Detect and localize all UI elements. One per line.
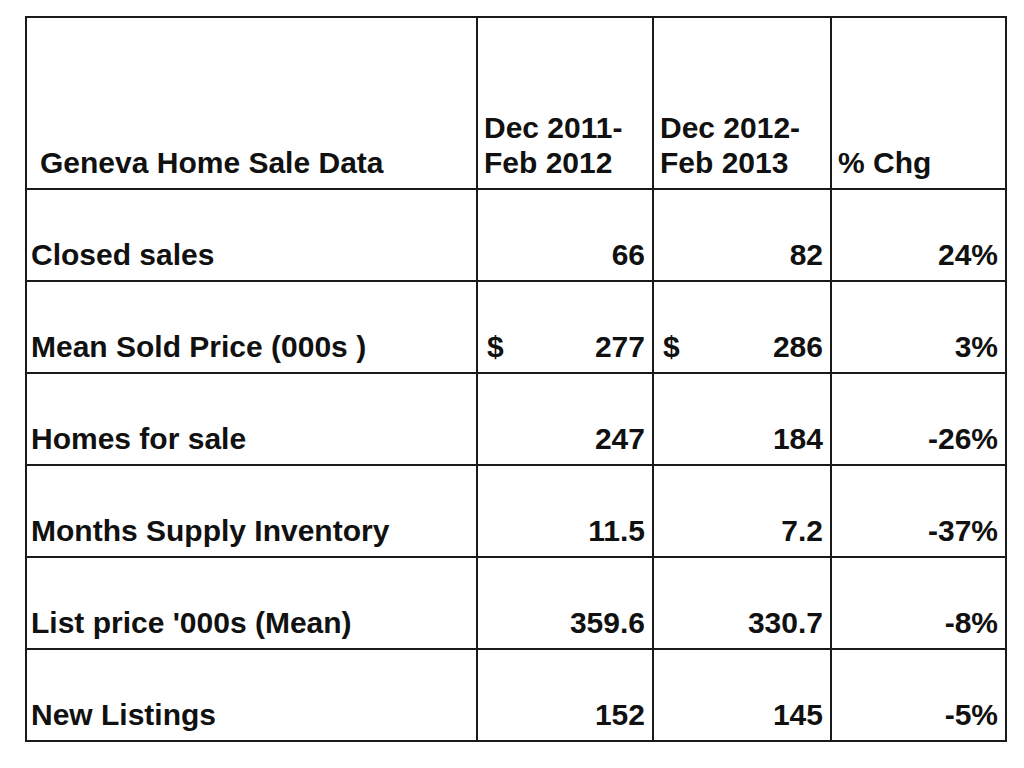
currency-symbol: $ — [663, 330, 680, 365]
table-row-homes-for-sale: Homes for sale 247 184 -26% — [26, 373, 1006, 465]
value-cell-period2: 82 — [653, 189, 831, 281]
pct-change-cell: -37% — [831, 465, 1006, 557]
value-text: 247 — [595, 422, 645, 455]
value-text: 330.7 — [748, 606, 823, 639]
geneva-home-sale-table: Geneva Home Sale Data Dec 2011- Feb 2012… — [25, 16, 1007, 742]
value-text: 145 — [773, 698, 823, 731]
value-cell-period2: 7.2 — [653, 465, 831, 557]
value-text: 277 — [595, 330, 645, 363]
value-text: 66 — [612, 238, 645, 271]
value-cell-period2: $286 — [653, 281, 831, 373]
row-label: Closed sales — [26, 189, 477, 281]
value-cell-period1: 66 — [477, 189, 653, 281]
value-text: -37% — [928, 514, 998, 547]
value-cell-period1: 11.5 — [477, 465, 653, 557]
row-label: List price '000s (Mean) — [26, 557, 477, 649]
table-row-mean-sold-price: Mean Sold Price (000s ) $277 $286 3% — [26, 281, 1006, 373]
column-header-pct-chg: % Chg — [831, 17, 1006, 189]
row-label: Homes for sale — [26, 373, 477, 465]
pct-change-cell: -8% — [831, 557, 1006, 649]
table-title: Geneva Home Sale Data — [26, 17, 477, 189]
table-row-months-supply: Months Supply Inventory 11.5 7.2 -37% — [26, 465, 1006, 557]
pct-change-cell: 24% — [831, 189, 1006, 281]
value-text: -5% — [945, 698, 998, 731]
value-text: 152 — [595, 698, 645, 731]
column-header-period2: Dec 2012- Feb 2013 — [653, 17, 831, 189]
column-header-period1: Dec 2011- Feb 2012 — [477, 17, 653, 189]
value-cell-period2: 330.7 — [653, 557, 831, 649]
value-text: 82 — [790, 238, 823, 271]
value-text: 184 — [773, 422, 823, 455]
row-label: Months Supply Inventory — [26, 465, 477, 557]
table-row-list-price: List price '000s (Mean) 359.6 330.7 -8% — [26, 557, 1006, 649]
value-cell-period1: 152 — [477, 649, 653, 741]
pct-change-cell: -26% — [831, 373, 1006, 465]
row-label: Mean Sold Price (000s ) — [26, 281, 477, 373]
value-cell-period1: $277 — [477, 281, 653, 373]
pct-change-cell: -5% — [831, 649, 1006, 741]
value-cell-period2: 184 — [653, 373, 831, 465]
table-row-closed-sales: Closed sales 66 82 24% — [26, 189, 1006, 281]
header-row: Geneva Home Sale Data Dec 2011- Feb 2012… — [26, 17, 1006, 189]
value-cell-period2: 145 — [653, 649, 831, 741]
currency-symbol: $ — [487, 330, 504, 365]
value-text: 24% — [938, 238, 998, 271]
value-text: -26% — [928, 422, 998, 455]
row-label: New Listings — [26, 649, 477, 741]
value-cell-period1: 247 — [477, 373, 653, 465]
value-text: 359.6 — [570, 606, 645, 639]
report-canvas: Geneva Home Sale Data Dec 2011- Feb 2012… — [0, 0, 1024, 768]
value-text: 3% — [955, 330, 998, 363]
value-text: 7.2 — [781, 514, 823, 547]
value-text: -8% — [945, 606, 998, 639]
pct-change-cell: 3% — [831, 281, 1006, 373]
value-text: 286 — [773, 330, 823, 363]
table-row-new-listings: New Listings 152 145 -5% — [26, 649, 1006, 741]
value-cell-period1: 359.6 — [477, 557, 653, 649]
value-text: 11.5 — [588, 514, 645, 547]
